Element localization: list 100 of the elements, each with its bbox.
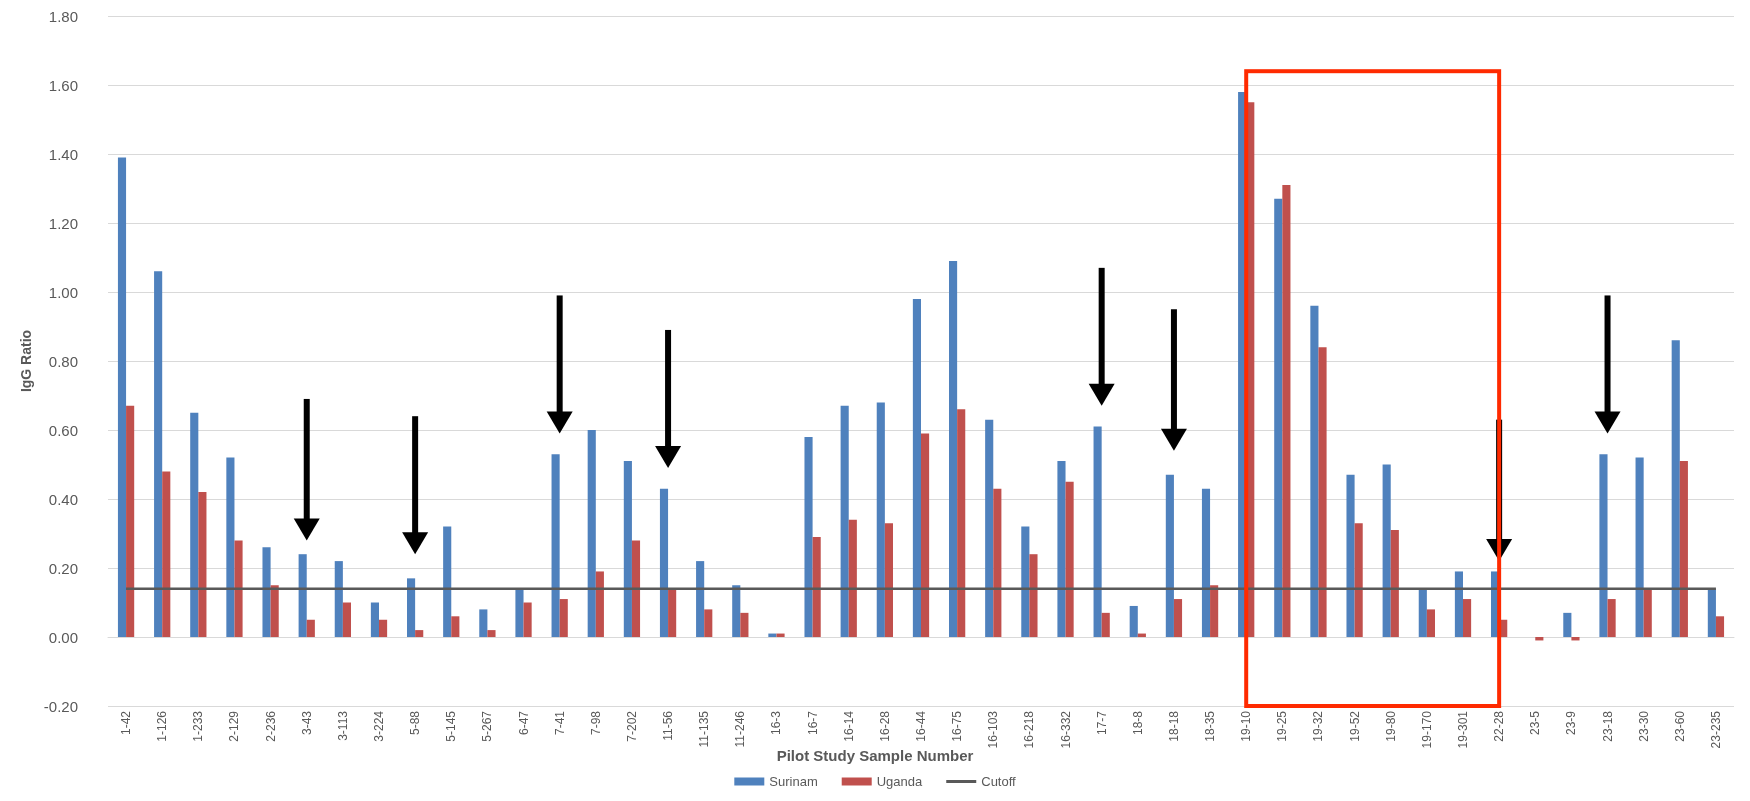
bar [154, 271, 163, 637]
x-tick-label: 11-135 [697, 710, 712, 748]
x-tick-label: 11-56 [661, 710, 676, 741]
x-tick-label: 16-332 [1058, 710, 1073, 749]
bar [1029, 554, 1038, 637]
x-tick-label: 16-103 [986, 710, 1001, 749]
bar [732, 585, 741, 637]
bar [1318, 347, 1327, 637]
bar [921, 433, 930, 637]
x-tick-label: 18-8 [1130, 710, 1145, 736]
x-tick-label: 5-88 [408, 710, 423, 736]
bar [451, 616, 460, 637]
bar [1201, 488, 1211, 637]
x-tick-label: 19-10 [1239, 710, 1254, 742]
x-tick-label: 23-18 [1600, 710, 1615, 742]
bar [1354, 523, 1363, 637]
y-tick-label: 1.60 [48, 76, 78, 94]
bar [1571, 637, 1580, 641]
x-tick-label: 19-80 [1383, 710, 1398, 742]
bar [1635, 457, 1644, 637]
y-tick-label: 1.20 [48, 214, 78, 232]
bar [559, 599, 568, 637]
bar [912, 298, 921, 637]
bar [1274, 198, 1283, 637]
x-tick-label: 23-5 [1528, 710, 1543, 736]
x-tick-label: 5-145 [444, 710, 459, 742]
x-axis-title: Pilot Study Sample Number [776, 747, 974, 764]
bar [1715, 616, 1725, 637]
x-tick-label: 11-246 [733, 710, 748, 748]
bar [884, 523, 893, 637]
bar [1165, 474, 1174, 637]
bar [1129, 605, 1138, 637]
legend-label: Uganda [876, 774, 924, 789]
x-tick-label: 3-43 [299, 710, 314, 736]
bar [840, 405, 849, 637]
y-tick-label: 0.60 [48, 421, 78, 439]
bar [1643, 588, 1652, 637]
bar [198, 492, 207, 637]
bar [1599, 454, 1608, 637]
bar [226, 457, 235, 637]
bar [126, 405, 135, 637]
bar [1173, 599, 1183, 637]
bar [190, 412, 199, 637]
y-tick-label: 0.40 [48, 490, 78, 508]
bar [848, 519, 857, 637]
x-tick-label: 23-60 [1672, 710, 1687, 742]
bar [659, 488, 669, 637]
bar [740, 612, 749, 637]
bar [812, 536, 821, 637]
bar [479, 609, 488, 637]
x-tick-label: 16-44 [914, 710, 928, 742]
x-tick-label: 1-42 [119, 710, 134, 736]
bar [1390, 530, 1399, 637]
x-tick-label: 16-7 [805, 710, 820, 736]
x-tick-label: 23-235 [1708, 710, 1723, 749]
bar [551, 454, 560, 637]
bar [415, 630, 424, 637]
bar [668, 588, 677, 637]
bar [776, 633, 785, 637]
bar [298, 554, 307, 637]
bar [1607, 599, 1616, 637]
x-tick-label: 2-129 [227, 710, 242, 742]
bar [1382, 464, 1391, 637]
x-tick-label: 3-224 [372, 710, 386, 742]
y-tick-label: -0.20 [43, 697, 78, 715]
bar [487, 630, 496, 637]
y-axis-title: IgG Ratio [17, 329, 34, 393]
bar [949, 260, 958, 637]
x-tick-label: 16-75 [950, 710, 965, 742]
x-tick-label: 19-170 [1419, 710, 1434, 749]
x-tick-label: 1-126 [155, 710, 170, 742]
bar [631, 540, 641, 637]
bar [1282, 185, 1291, 637]
x-tick-label: 1-233 [191, 710, 206, 742]
bar [379, 619, 388, 637]
legend-label: Cutoff [981, 774, 1017, 789]
bar [1679, 461, 1688, 637]
bar [1093, 426, 1102, 637]
bar [876, 402, 885, 637]
x-tick-label: 18-35 [1203, 710, 1218, 742]
bar [804, 436, 813, 637]
bar [270, 585, 279, 637]
bar [595, 571, 604, 637]
bar [515, 588, 524, 637]
bar [1210, 585, 1219, 637]
bar [993, 488, 1002, 637]
legend-label: Surinam [769, 774, 818, 789]
x-tick-label: 18-18 [1166, 710, 1181, 742]
bar [1310, 305, 1319, 637]
x-tick-label: 19-301 [1456, 710, 1470, 749]
x-tick-label: 6-47 [516, 710, 531, 736]
y-tick-label: 1.40 [48, 145, 78, 163]
x-tick-label: 22-28 [1492, 710, 1507, 742]
bar [957, 409, 966, 637]
bar [696, 561, 705, 637]
bar [234, 540, 243, 637]
bar [306, 619, 315, 637]
bar [342, 602, 351, 637]
bar [1346, 474, 1355, 637]
x-tick-label: 7-98 [588, 710, 603, 736]
